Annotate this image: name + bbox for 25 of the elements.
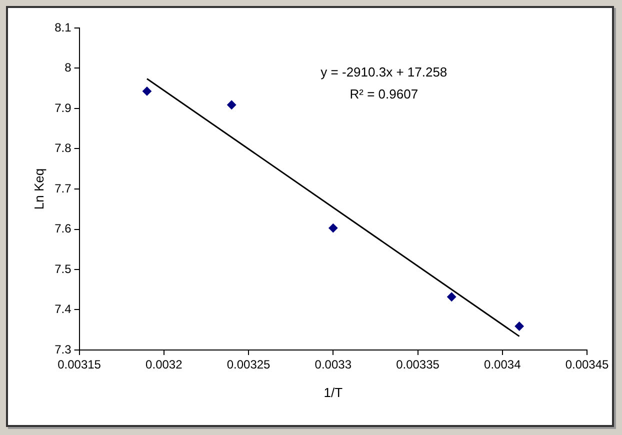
y-axis-title: Ln Keq xyxy=(31,168,46,210)
point xyxy=(328,224,338,233)
y-tick-label: 8.1 xyxy=(54,20,72,34)
point xyxy=(227,100,236,110)
x-tick-label: 0.0033 xyxy=(314,358,352,372)
x-tick-label: 0.00335 xyxy=(396,358,440,372)
annotation: y = -2910.3x + 17.258 xyxy=(320,64,448,80)
x-tick-label: 0.00315 xyxy=(58,358,102,372)
x-tick-label: 0.0032 xyxy=(146,358,183,372)
y-tick-label: 7.3 xyxy=(54,342,72,356)
point xyxy=(514,322,524,331)
y-tick-label: 7.5 xyxy=(54,262,72,276)
x-tick-label: 0.00325 xyxy=(226,358,271,372)
y-tick-label: 7.7 xyxy=(54,181,72,196)
x-tick-label: 0.0034 xyxy=(484,358,522,372)
y-tick-label: 7.4 xyxy=(54,302,72,316)
y-tick-label: 7.8 xyxy=(54,141,72,156)
y-tick-label: 7.9 xyxy=(54,100,72,115)
annotation: R² = 0.9607 xyxy=(350,86,418,102)
x-axis-title: 1/T xyxy=(324,384,343,400)
point xyxy=(447,292,456,302)
point xyxy=(142,86,152,96)
y-tick-label: 8 xyxy=(64,60,72,75)
y-tick-label: 7.6 xyxy=(54,222,72,236)
x-tick-label: 0.00345 xyxy=(565,358,610,372)
